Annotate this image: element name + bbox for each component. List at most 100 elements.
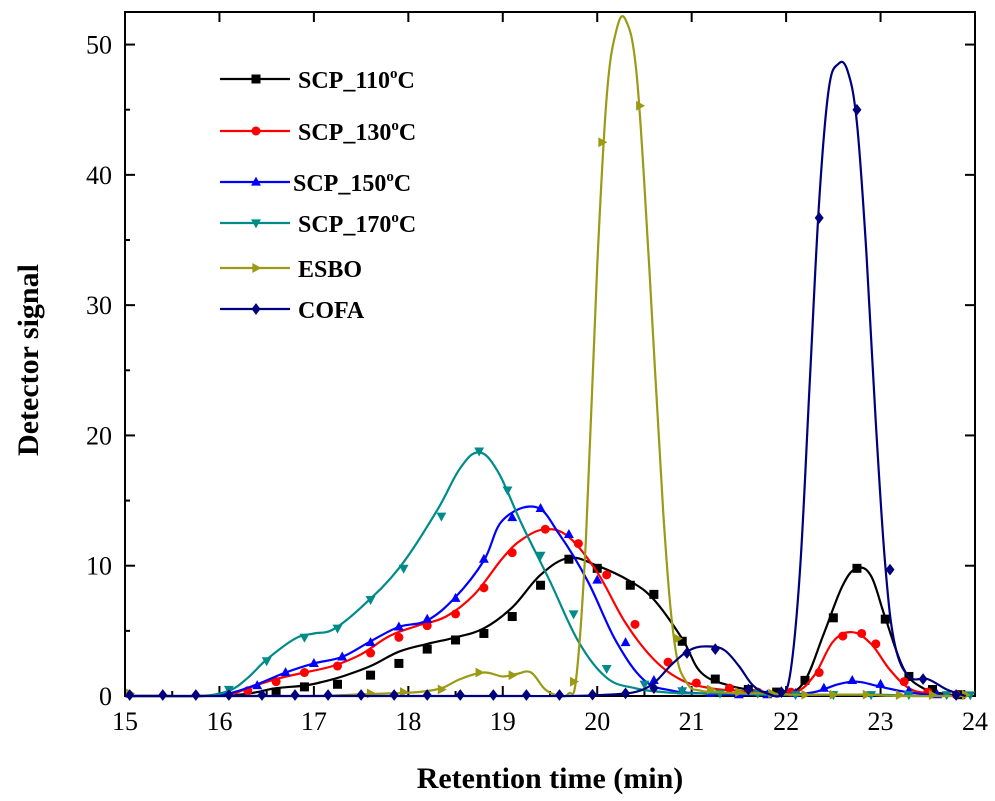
series-point (507, 612, 517, 622)
series-point (710, 674, 720, 684)
y-tick-label: 30 (86, 291, 112, 320)
series-point (507, 512, 518, 522)
x-tick-label: 18 (395, 707, 421, 736)
series-point (394, 632, 404, 642)
series-line (125, 60, 966, 698)
series-point (280, 667, 291, 677)
x-axis-title: Retention time (min) (417, 762, 684, 795)
axis-ticks: 15 16 17 18 19 20 21 22 23 24 0 10 20 30 40 50 (86, 12, 988, 736)
series-point (422, 689, 432, 701)
series-point (451, 609, 461, 619)
series-point (400, 687, 410, 698)
series-point (271, 677, 281, 687)
series-point (398, 564, 409, 574)
series-point (625, 580, 635, 590)
series-point (521, 689, 531, 701)
legend-label: SCP_110oC (298, 66, 415, 94)
series-point (857, 628, 867, 638)
legend-item: SCP_110oC (220, 66, 415, 94)
series-point (502, 486, 513, 496)
series-point (961, 690, 971, 700)
series-point (636, 100, 646, 111)
series-point (422, 621, 432, 631)
y-tick-label: 10 (86, 552, 112, 581)
series-point (710, 643, 720, 655)
legend-marker (251, 176, 261, 186)
series-point (852, 103, 862, 116)
series-point (308, 658, 319, 668)
series-point (261, 657, 272, 667)
series-scp-130 (125, 524, 961, 700)
series-cofa (125, 60, 966, 701)
series-point (649, 682, 659, 695)
series-point (691, 678, 701, 688)
series-point (323, 689, 333, 701)
series-point (899, 677, 909, 687)
series-point (852, 563, 862, 573)
series-point (639, 680, 650, 690)
legend-item: COFA (220, 298, 365, 324)
series-point (677, 687, 688, 697)
legend-item: SCP_130oC (220, 118, 416, 146)
series-point (479, 628, 489, 638)
legend-label-sup: o (390, 66, 398, 82)
series-point (875, 678, 886, 688)
series-point (838, 631, 848, 641)
x-tick-label: 15 (112, 707, 138, 736)
series-point (436, 512, 447, 522)
series-scp-110 (125, 554, 966, 700)
series-point (479, 583, 489, 593)
series-point (478, 553, 489, 563)
series-point (455, 689, 465, 701)
series-point (724, 683, 734, 693)
x-tick-label: 17 (301, 707, 327, 736)
series-point (333, 661, 342, 671)
series-point (743, 683, 753, 696)
x-tick-label: 16 (206, 707, 232, 736)
series-point (847, 674, 858, 684)
x-tick-label: 24 (962, 707, 988, 736)
series-point (389, 689, 399, 701)
series-point (554, 689, 564, 701)
series-point (871, 639, 881, 649)
legend-marker (251, 303, 261, 315)
series-point (475, 667, 485, 678)
series-point (735, 687, 745, 698)
series-point (488, 689, 498, 701)
series-point (620, 637, 631, 647)
series-point (829, 689, 839, 700)
series-point (621, 687, 631, 700)
series-point (333, 679, 342, 689)
x-tick-label: 20 (584, 707, 610, 736)
y-tick-label: 40 (86, 161, 112, 190)
series-point (649, 589, 659, 599)
legend-label: SCP_150oC (293, 169, 411, 197)
series-scp-170 (125, 447, 976, 701)
series-point (422, 644, 432, 654)
legend-label-suffix: C (399, 120, 416, 146)
legend-label: ESBO (298, 257, 362, 283)
plot-frame (124, 11, 976, 697)
series-point (125, 689, 135, 701)
series-point (332, 624, 343, 634)
legend-label-sup: o (391, 210, 399, 226)
series-point (257, 689, 267, 701)
legend-item: ESBO (220, 257, 362, 283)
legend-marker (251, 126, 261, 136)
series-layer (125, 15, 976, 701)
series-point (366, 670, 376, 680)
series-point (951, 689, 961, 701)
series-point (570, 676, 580, 687)
series-point (563, 529, 574, 539)
series-line (125, 505, 957, 698)
legend-marker (252, 263, 262, 273)
legend-item: SCP_150oC (220, 169, 411, 197)
series-point (356, 689, 366, 701)
series-point (422, 613, 433, 623)
series-point (191, 689, 201, 701)
series-point (818, 682, 829, 692)
series-point (814, 212, 824, 224)
legend-label-suffix: C (398, 68, 415, 94)
series-point (299, 682, 309, 692)
series-esbo (125, 15, 971, 700)
